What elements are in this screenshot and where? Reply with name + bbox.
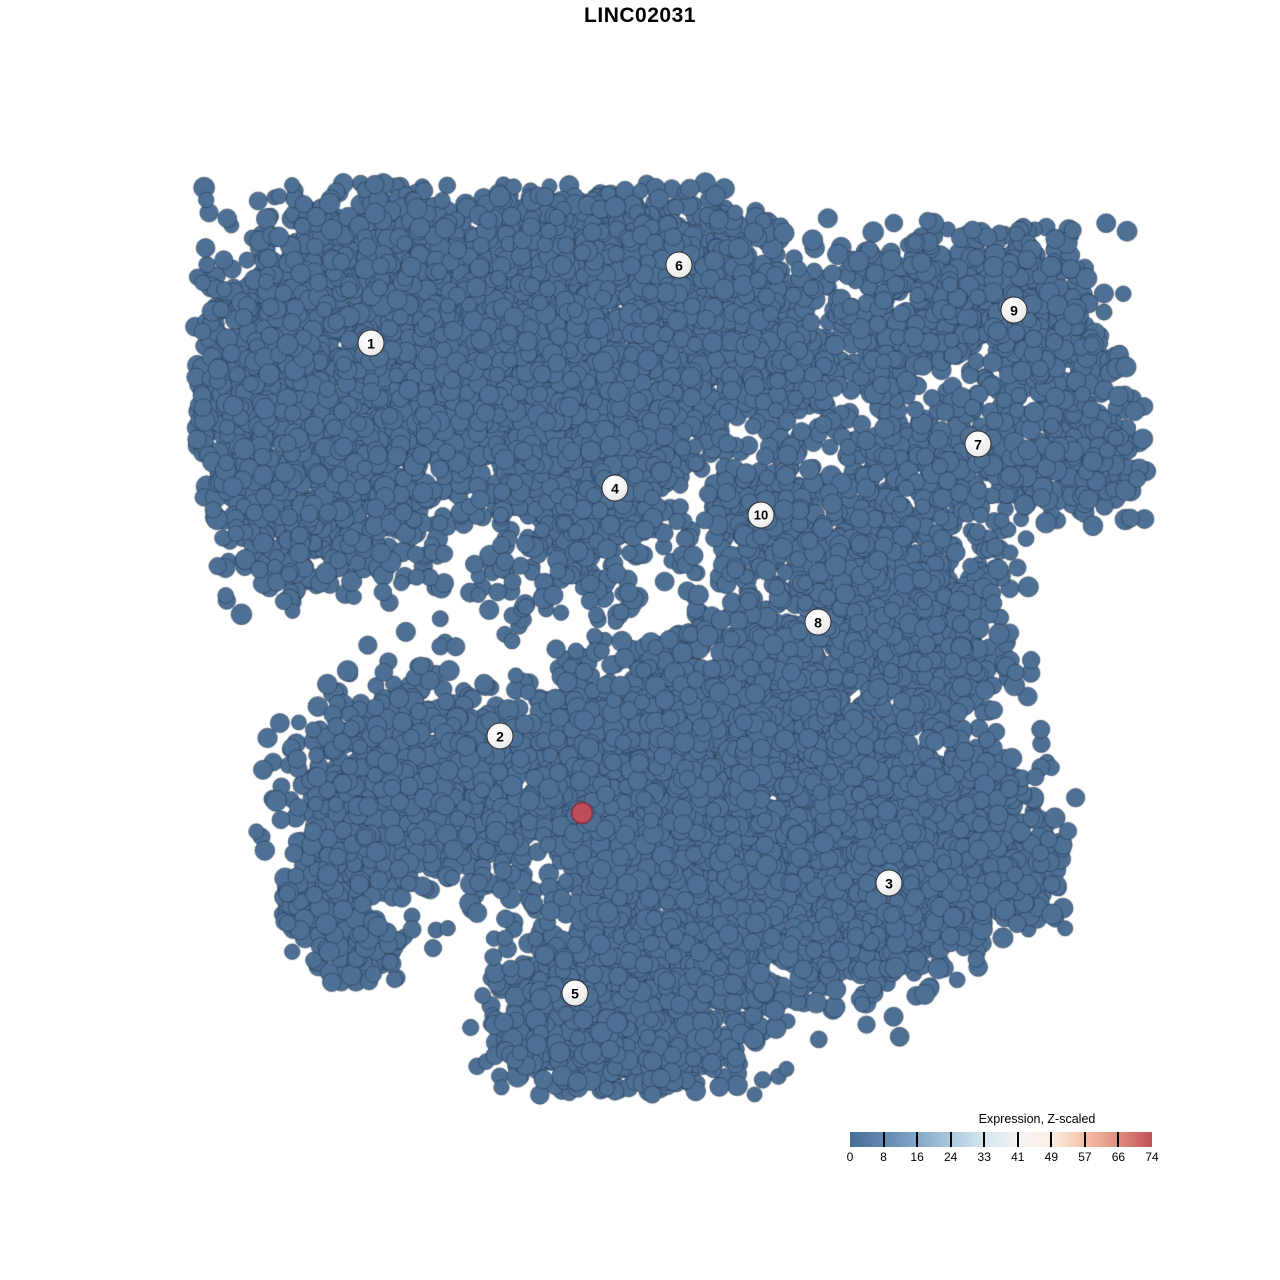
legend-tick-line [949,1132,952,1147]
plot-title: LINC02031 [584,4,696,27]
legend-colorbar [850,1132,1152,1147]
cluster-badge-4: 4 [601,474,629,502]
legend-tick-line [983,1132,986,1147]
cluster-badge-9: 9 [1000,296,1028,324]
cluster-badge-6: 6 [665,251,693,279]
legend-tick-line [916,1132,919,1147]
legend-tick-label-24: 24 [943,1150,958,1164]
legend-tick-line [1016,1132,1019,1147]
cluster-badge-7: 7 [964,430,992,458]
legend-tick-line [1083,1132,1086,1147]
legend-tick-label-8: 8 [880,1150,887,1164]
legend-tick-label-33: 33 [977,1150,991,1164]
legend-tick-labels: 0 8 16 24 33 41 49 57 66 74 [846,1150,1159,1166]
legend-tick-line [1117,1132,1120,1147]
legend-tick-label-0: 0 [846,1150,854,1164]
legend-tick-label-49: 49 [1044,1150,1059,1164]
cluster-badge-8: 8 [804,608,832,636]
cluster-badge-3: 3 [875,869,903,897]
legend-tick-label-16: 16 [910,1150,924,1164]
legend-title: Expression, Z-scaled [978,1112,1096,1126]
legend-tick-label-74: 74 [1145,1150,1159,1164]
legend-tick-line [882,1132,885,1147]
legend-tick-label-66: 66 [1111,1150,1126,1164]
expression-legend: Expression, Z-scaled 0 8 16 24 33 41 49 57 66 74 [846,1112,1159,1168]
legend-tick-label-41: 41 [1011,1150,1025,1164]
cluster-badge-2: 2 [486,722,514,750]
cluster-badge-5: 5 [561,979,589,1007]
cluster-badge-1: 1 [357,329,385,357]
cluster-badge-10: 10 [747,501,775,529]
legend-tick-line [1050,1132,1053,1147]
legend-tick-label-57: 57 [1078,1150,1092,1164]
